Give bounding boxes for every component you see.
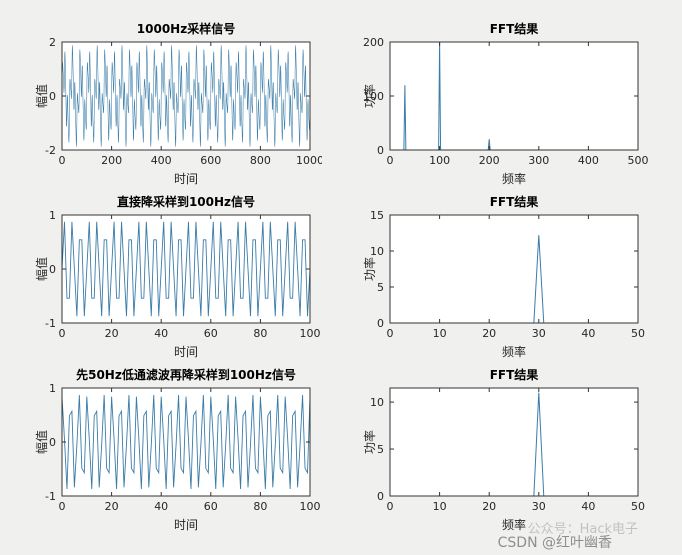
svg-text:600: 600: [200, 154, 221, 167]
svg-text:1: 1: [49, 382, 56, 395]
x-axis-label: 时间: [173, 518, 198, 532]
plot-canvas: 0 100 200 300 400 500 0 100 200: [363, 36, 649, 167]
svg-text:200: 200: [101, 154, 122, 167]
svg-text:60: 60: [204, 500, 218, 513]
x-axis-label: 时间: [173, 172, 198, 186]
plot-title: 直接降采样到100Hz信号: [116, 195, 256, 209]
svg-text:50: 50: [631, 500, 645, 513]
svg-text:60: 60: [204, 327, 218, 340]
svg-text:50: 50: [631, 327, 645, 340]
x-axis-label: 频率: [501, 345, 526, 359]
subplot-signal-downsampled: 直接降采样到100Hz信号 幅值 0 20 40 60 80 100 -1 0 1 时间: [12, 191, 322, 369]
subplot-fft-1000hz: FFT结果 功率 0 100 200 300 400 500 0 100 200 频率: [340, 18, 650, 196]
svg-text:2: 2: [49, 36, 56, 49]
plot-canvas: 0 10 20 30 40 50 0 5 10 15: [370, 209, 645, 340]
plot-title: 1000Hz采样信号: [136, 22, 236, 36]
svg-text:10: 10: [370, 245, 384, 258]
svg-text:400: 400: [151, 154, 172, 167]
svg-text:-1: -1: [45, 317, 56, 330]
svg-text:0: 0: [377, 490, 384, 503]
svg-text:100: 100: [300, 500, 321, 513]
svg-text:0: 0: [49, 90, 56, 103]
svg-text:20: 20: [105, 500, 119, 513]
svg-text:0: 0: [59, 154, 66, 167]
svg-text:0: 0: [49, 263, 56, 276]
svg-text:300: 300: [528, 154, 549, 167]
svg-text:20: 20: [105, 327, 119, 340]
plot-canvas: 0 20 40 60 80 100-101: [45, 209, 321, 340]
svg-text:40: 40: [581, 500, 595, 513]
svg-text:0: 0: [49, 436, 56, 449]
svg-text:0: 0: [387, 154, 394, 167]
svg-text:40: 40: [154, 327, 168, 340]
svg-text:10: 10: [433, 327, 447, 340]
subplot-fft-filtered: FFT结果 功率 0 10 20 30 40 50 0 5 10 频率: [340, 364, 650, 542]
svg-text:1000: 1000: [296, 154, 322, 167]
svg-text:200: 200: [479, 154, 500, 167]
svg-text:15: 15: [370, 209, 384, 222]
svg-text:80: 80: [253, 327, 267, 340]
svg-text:0: 0: [387, 500, 394, 513]
svg-text:10: 10: [370, 396, 384, 409]
plot-title: FFT结果: [489, 195, 539, 209]
svg-text:200: 200: [363, 36, 384, 49]
svg-text:1: 1: [49, 209, 56, 222]
subplot-signal-1000hz: 1000Hz采样信号 幅值 0 200 400 600 800 1000 -2 0 2 时间: [12, 18, 322, 196]
svg-text:0: 0: [377, 144, 384, 157]
svg-text:80: 80: [253, 500, 267, 513]
plot-title: 先50Hz低通滤波再降采样到100Hz信号: [76, 368, 296, 382]
plot-canvas: 0 10 20 30 40 50 0 5 10: [370, 387, 645, 513]
svg-text:500: 500: [628, 154, 649, 167]
plot-title: FFT结果: [489, 22, 539, 36]
svg-text:100: 100: [300, 327, 321, 340]
svg-text:0: 0: [59, 500, 66, 513]
svg-text:400: 400: [578, 154, 599, 167]
plot-canvas: 0 20 40 60 80 100-101: [45, 382, 321, 513]
x-axis-label: 时间: [173, 345, 198, 359]
svg-text:0: 0: [377, 317, 384, 330]
svg-text:800: 800: [250, 154, 271, 167]
svg-text:30: 30: [532, 500, 546, 513]
subplot-signal-filtered-downsampled: 先50Hz低通滤波再降采样到100Hz信号 幅值 0 20 40 60 80 100 -1 0…: [12, 364, 322, 542]
svg-text:100: 100: [429, 154, 450, 167]
plot-canvas: 0 200 400 600 800 1000-202: [45, 36, 322, 167]
plot-title: FFT结果: [489, 368, 539, 382]
svg-text:0: 0: [387, 327, 394, 340]
svg-text:30: 30: [532, 327, 546, 340]
svg-text:-1: -1: [45, 490, 56, 503]
x-axis-label: 频率: [501, 518, 526, 532]
svg-text:100: 100: [363, 90, 384, 103]
svg-text:20: 20: [482, 327, 496, 340]
svg-text:-2: -2: [45, 144, 56, 157]
svg-text:40: 40: [581, 327, 595, 340]
subplot-fft-downsampled: FFT结果 功率 0 10 20 30 40 50 0 5 10 15 频率: [340, 191, 650, 369]
svg-text:5: 5: [377, 281, 384, 294]
svg-text:0: 0: [59, 327, 66, 340]
svg-text:5: 5: [377, 443, 384, 456]
svg-text:40: 40: [154, 500, 168, 513]
svg-text:10: 10: [433, 500, 447, 513]
x-axis-label: 频率: [501, 172, 526, 186]
svg-text:20: 20: [482, 500, 496, 513]
